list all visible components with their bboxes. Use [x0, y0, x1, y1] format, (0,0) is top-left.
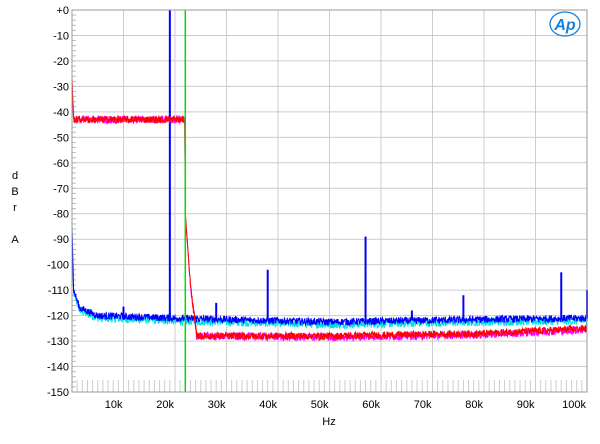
x-tick-label: 100k	[562, 399, 586, 411]
x-tick-label: 70k	[414, 399, 432, 411]
y-tick-label: -50	[53, 132, 69, 144]
y-tick-label: -10	[53, 30, 69, 42]
y-tick-label: -60	[53, 158, 69, 170]
y-tick-label: -70	[53, 183, 69, 195]
y-axis-label: dBr A	[9, 170, 21, 250]
y-tick-label: -150	[47, 387, 69, 399]
series-trace-3	[71, 76, 588, 342]
y-tick-label: -90	[53, 234, 69, 246]
y-tick-label: -140	[47, 362, 69, 374]
y-tick-label: -100	[47, 260, 69, 272]
x-tick-label: 80k	[465, 399, 483, 411]
x-tick-label: 90k	[517, 399, 535, 411]
x-tick-label: 30k	[208, 399, 226, 411]
y-tick-labels: +0 -10 -20 -30 -40 -50 -60 -70 -80 -90 -100 -110 -12…	[47, 5, 69, 399]
y-tick-label: -120	[47, 311, 69, 323]
ap-logo-text: Ap	[553, 17, 576, 34]
x-tick-label: 40k	[259, 399, 277, 411]
y-tick-label: -130	[47, 336, 69, 348]
y-tick-label: -20	[53, 56, 69, 68]
ap-logo: Ap	[549, 11, 581, 37]
y-tick-label: -80	[53, 209, 69, 221]
plot-frame	[71, 9, 588, 393]
x-tick-label: 10k	[105, 399, 123, 411]
y-tick-label: +0	[56, 5, 69, 17]
series-trace-1	[71, 226, 588, 327]
x-tick-label: 50k	[311, 399, 329, 411]
x-axis-label: Hz	[322, 416, 335, 428]
x-tick-label: 60k	[362, 399, 380, 411]
x-tick-label: 20k	[156, 399, 174, 411]
y-tick-label: -30	[53, 81, 69, 93]
grid	[72, 9, 588, 393]
x-tick-labels: 10k 20k 30k 40k 50k 60k 70k 80k 90k 100k	[105, 399, 587, 411]
y-tick-label: -110	[48, 285, 69, 297]
y-tick-label: -40	[53, 107, 69, 119]
